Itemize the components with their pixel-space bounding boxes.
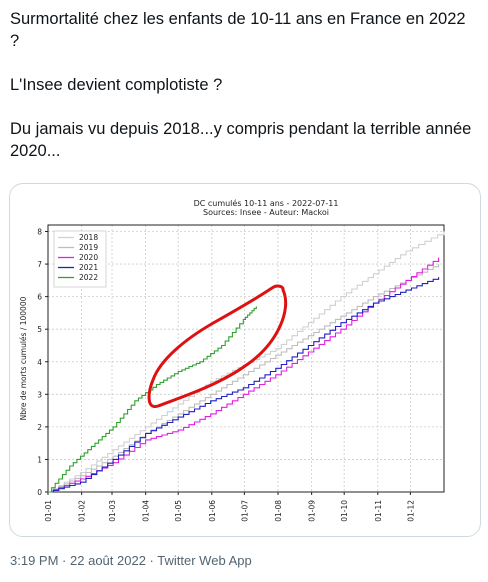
tweet-line-2: L'Insee devient complotiste ? xyxy=(10,76,223,94)
series-line-2022 xyxy=(48,306,257,493)
chart-title: DC cumulés 10-11 ans - 2022-07-11 xyxy=(194,198,339,208)
meta-separator-2: · xyxy=(149,553,154,568)
tweet-date[interactable]: 22 août 2022 xyxy=(70,553,146,568)
y-tick-label: 7 xyxy=(37,260,42,269)
y-tick-label: 0 xyxy=(37,488,42,497)
y-axis-label: Nbre de morts cumulés / 100000 xyxy=(19,296,28,420)
x-tick-label: 01-05 xyxy=(174,500,183,522)
tweet-media-image[interactable]: 0 1 2 3 4 5 6 7 8 01-01 01-02 01-03 01-04 01-05 01-06 0… xyxy=(9,183,481,537)
y-tick-label: 5 xyxy=(37,325,42,334)
meta-separator: · xyxy=(62,553,67,568)
tweet-time[interactable]: 3:19 PM xyxy=(10,553,59,568)
y-tick-label: 6 xyxy=(37,293,42,302)
x-tick-label: 01-08 xyxy=(274,500,283,522)
tweet-text: Surmortalité chez les enfants de 10-11 a… xyxy=(10,8,476,162)
y-tick-label: 3 xyxy=(37,390,42,399)
x-tick-label: 01-09 xyxy=(308,500,317,522)
x-tick-label: 01-07 xyxy=(240,500,249,522)
series-line-2021 xyxy=(48,277,440,493)
x-tick-label: 01-04 xyxy=(142,500,151,522)
deaths-chart: 0 1 2 3 4 5 6 7 8 01-01 01-02 01-03 01-04 01-05 01-06 0… xyxy=(19,198,445,522)
legend-label-2019: 2019 xyxy=(79,243,98,252)
x-tick-label: 01-02 xyxy=(78,500,87,522)
legend-label-2020: 2020 xyxy=(79,253,98,262)
chart-subtitle: Sources: Insee - Auteur: Mackoi xyxy=(203,208,329,217)
x-tick-label: 01-11 xyxy=(374,500,383,522)
x-tick-label: 01-12 xyxy=(406,500,415,522)
x-tick-label: 01-03 xyxy=(108,500,117,522)
series-line-2018 xyxy=(48,231,445,493)
tweet-source: Twitter Web App xyxy=(157,553,252,568)
x-tick-label: 01-06 xyxy=(208,500,217,522)
tweet-meta: 3:19 PM · 22 août 2022 · Twitter Web App xyxy=(10,553,252,568)
red-circle-annotation xyxy=(147,284,288,409)
plot-frame xyxy=(47,224,445,493)
legend-label-2021: 2021 xyxy=(79,263,98,272)
legend-label-2018: 2018 xyxy=(79,233,98,242)
legend-label-2022: 2022 xyxy=(79,273,98,282)
y-tick-label: 1 xyxy=(37,455,42,464)
y-tick-label: 2 xyxy=(37,423,42,432)
x-tick-label: 01-10 xyxy=(340,500,349,522)
y-tick-label: 4 xyxy=(37,358,42,367)
tweet-line-3: Du jamais vu depuis 2018...y compris pen… xyxy=(10,120,472,160)
y-tick-label: 8 xyxy=(37,228,42,237)
series-line-2019 xyxy=(48,264,440,493)
tweet-line-1: Surmortalité chez les enfants de 10-11 a… xyxy=(10,10,466,50)
x-tick-label: 01-01 xyxy=(44,500,53,522)
